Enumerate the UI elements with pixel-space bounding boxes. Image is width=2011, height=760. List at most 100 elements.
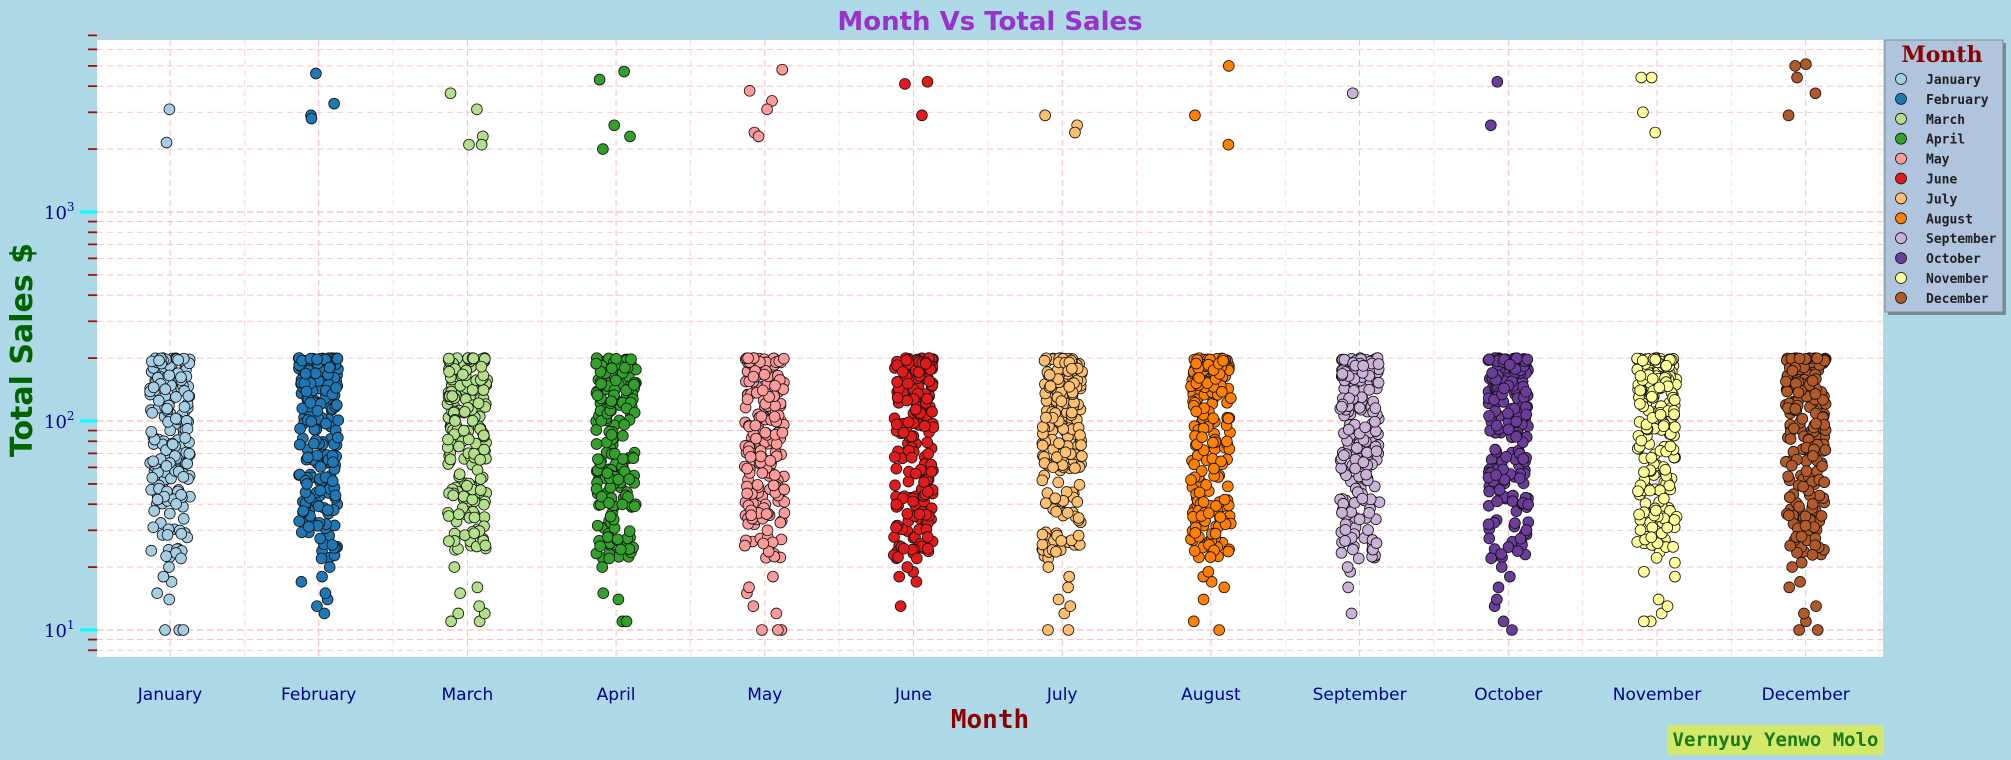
data-point xyxy=(449,415,461,427)
outlier-point xyxy=(471,103,483,116)
data-point xyxy=(147,455,159,468)
data-point xyxy=(182,390,195,402)
data-point xyxy=(332,414,345,427)
data-point xyxy=(745,509,757,522)
data-point xyxy=(453,440,465,453)
plot-area xyxy=(97,40,1883,657)
data-point xyxy=(920,357,932,370)
legend-label: November xyxy=(1926,272,1989,287)
data-point xyxy=(890,498,903,511)
data-point xyxy=(595,490,608,503)
legend-marker xyxy=(1895,172,1907,185)
data-point xyxy=(1781,385,1793,398)
data-point xyxy=(1502,407,1514,420)
data-point xyxy=(466,493,479,506)
data-point xyxy=(183,447,196,460)
data-point xyxy=(1502,423,1515,436)
data-point xyxy=(592,453,604,465)
data-point xyxy=(326,539,339,551)
data-point xyxy=(1196,431,1208,443)
data-point xyxy=(1657,420,1670,432)
data-point xyxy=(332,431,344,444)
data-point xyxy=(623,473,636,485)
data-point xyxy=(478,443,490,456)
data-point xyxy=(918,420,931,432)
data-point xyxy=(1498,382,1510,395)
data-point xyxy=(1353,513,1366,526)
data-point xyxy=(922,485,934,498)
data-point xyxy=(1810,417,1822,430)
data-points xyxy=(144,58,1832,636)
data-point xyxy=(302,451,314,464)
data-point xyxy=(1792,386,1805,399)
data-point xyxy=(1066,362,1078,375)
data-point xyxy=(1341,561,1354,573)
outlier-point xyxy=(593,73,606,86)
data-point xyxy=(458,406,471,418)
data-point xyxy=(1511,545,1524,557)
data-point xyxy=(1210,500,1222,512)
data-point xyxy=(1504,570,1516,583)
data-point xyxy=(1482,518,1495,531)
data-point xyxy=(1053,437,1065,450)
data-point xyxy=(314,532,326,545)
data-point xyxy=(597,587,610,599)
data-point xyxy=(163,369,176,382)
data-point xyxy=(163,507,176,520)
x-tick-label: August xyxy=(1181,685,1241,705)
series-january xyxy=(144,103,196,636)
x-tick-label: July xyxy=(1046,685,1078,705)
data-point xyxy=(1207,412,1219,425)
data-point xyxy=(910,576,923,588)
data-point xyxy=(1050,545,1062,558)
legend-marker xyxy=(1895,132,1907,145)
data-point xyxy=(160,550,172,562)
data-point xyxy=(754,450,767,463)
data-point xyxy=(1062,624,1075,636)
data-point xyxy=(1073,479,1086,491)
outlier-point xyxy=(1791,71,1803,84)
data-point xyxy=(311,405,324,417)
outlier-point xyxy=(618,65,630,78)
data-point xyxy=(907,495,919,508)
data-point xyxy=(297,505,309,517)
outlier-point xyxy=(1782,109,1795,122)
data-point xyxy=(1807,450,1819,462)
data-point xyxy=(1810,600,1822,612)
data-point xyxy=(329,489,342,502)
x-tick-label: April xyxy=(597,685,636,705)
data-point xyxy=(461,480,473,492)
data-point xyxy=(1784,539,1796,552)
data-point xyxy=(475,360,488,373)
data-point xyxy=(749,419,762,432)
data-point xyxy=(617,430,629,442)
series-october xyxy=(1482,75,1535,636)
data-point xyxy=(1072,529,1085,542)
data-point xyxy=(1351,442,1363,454)
data-point xyxy=(1815,510,1828,522)
data-point xyxy=(610,353,622,365)
series-august xyxy=(1185,60,1237,636)
data-point xyxy=(605,395,618,407)
x-tick-label: September xyxy=(1313,685,1407,705)
data-point xyxy=(1071,496,1084,508)
data-point xyxy=(911,552,923,565)
data-point xyxy=(1783,581,1796,594)
data-point xyxy=(1658,492,1670,505)
data-point xyxy=(1193,486,1206,499)
data-point xyxy=(628,500,641,513)
data-point xyxy=(1370,537,1383,549)
data-point xyxy=(311,600,323,612)
series-september xyxy=(1334,87,1386,620)
data-point xyxy=(471,581,484,594)
data-point xyxy=(1800,465,1813,478)
data-point xyxy=(1200,479,1212,491)
x-axis-label: Month xyxy=(951,705,1029,735)
data-point xyxy=(922,542,934,555)
data-point xyxy=(590,438,603,450)
data-point xyxy=(1786,365,1799,377)
data-point xyxy=(479,539,492,552)
data-point xyxy=(1074,429,1086,441)
data-point xyxy=(1811,352,1823,365)
